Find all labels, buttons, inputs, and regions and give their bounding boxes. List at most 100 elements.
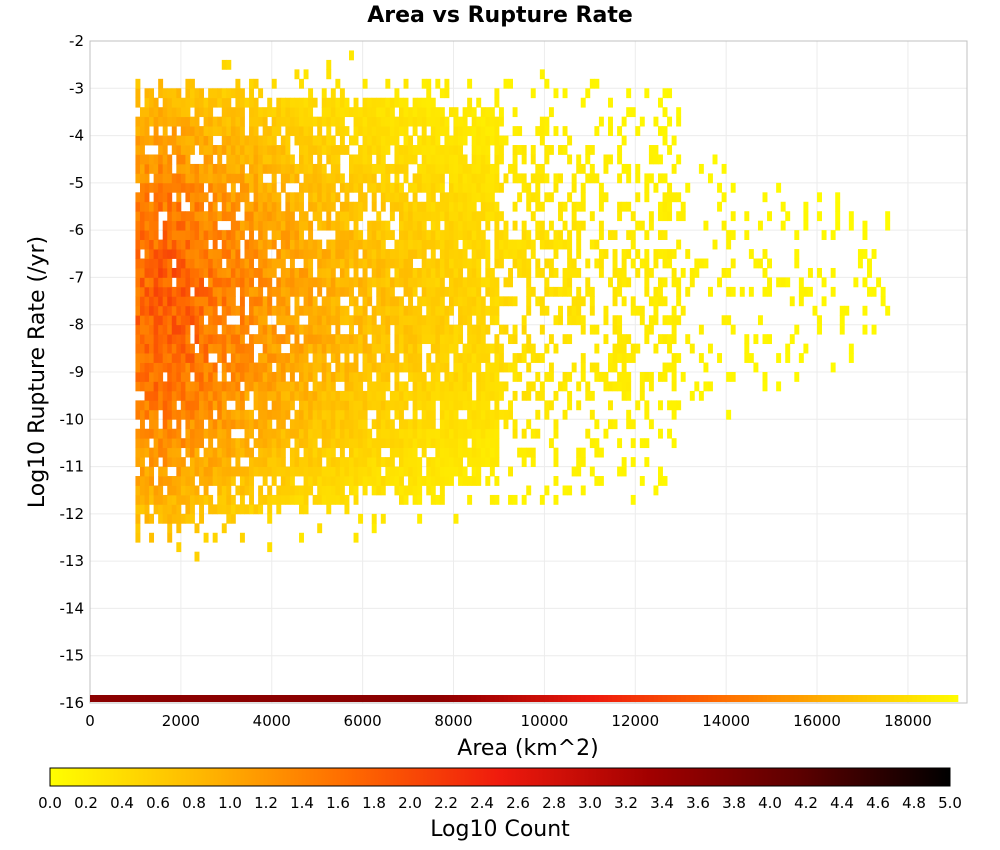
heatmap-cell	[430, 97, 436, 108]
heatmap-cell	[439, 305, 445, 316]
heatmap-cell	[612, 296, 618, 307]
heatmap-cell	[153, 362, 159, 373]
heatmap-cell	[671, 192, 677, 203]
heatmap-cell	[376, 381, 382, 392]
heatmap-cell	[226, 249, 232, 259]
heatmap-cell	[580, 182, 586, 193]
heatmap-cell	[521, 324, 527, 335]
heatmap-cell	[544, 78, 550, 89]
heatmap-cell	[317, 126, 323, 136]
heatmap-cell	[185, 163, 191, 174]
heatmap-cell	[403, 145, 409, 155]
x-axis-ticks: 0 2000 4000 6000 8000 10000 12000 14000 16000 180…	[85, 712, 932, 730]
heatmap-cell	[349, 485, 354, 496]
heatmap-cell	[603, 381, 609, 392]
heatmap-cell	[321, 390, 327, 401]
heatmap-cell	[644, 400, 650, 411]
strip-cell	[494, 695, 500, 702]
heatmap-cell	[144, 173, 150, 184]
heatmap-cell	[249, 220, 254, 231]
heatmap-cell	[480, 343, 486, 354]
heatmap-cell	[249, 419, 254, 430]
heatmap-cell	[703, 220, 709, 231]
heatmap-cell	[480, 154, 486, 165]
heatmap-cell	[426, 390, 432, 401]
heatmap-cell	[162, 173, 168, 184]
heatmap-cell	[171, 504, 177, 515]
heatmap-cell	[285, 494, 291, 505]
heatmap-cell	[371, 315, 377, 326]
heatmap-cell	[221, 305, 227, 316]
heatmap-cell	[189, 438, 195, 449]
heatmap-cell	[530, 239, 536, 250]
heatmap-cell	[349, 438, 354, 449]
heatmap-cell	[526, 334, 532, 345]
heatmap-cell	[326, 69, 332, 80]
heatmap-cell	[548, 438, 554, 449]
heatmap-cell	[235, 305, 241, 316]
heatmap-cell	[385, 353, 391, 363]
heatmap-cell	[467, 353, 473, 363]
heatmap-cell	[480, 419, 486, 430]
heatmap-cell	[258, 390, 264, 401]
heatmap-cell	[389, 428, 395, 439]
heatmap-cell	[453, 362, 459, 373]
heatmap-cell	[389, 315, 395, 326]
heatmap-cell	[299, 372, 304, 382]
heatmap-cell	[744, 343, 750, 354]
strip-cell	[585, 695, 591, 702]
heatmap-cell	[221, 211, 227, 222]
heatmap-cell	[471, 419, 477, 430]
heatmap-cell	[476, 182, 482, 193]
heatmap-cell	[598, 230, 604, 240]
heatmap-cell	[276, 409, 282, 420]
heatmap-cell	[371, 513, 377, 524]
heatmap-cell	[185, 135, 191, 146]
heatmap-cell	[644, 286, 650, 297]
heatmap-cell	[648, 315, 654, 326]
heatmap-cell	[194, 211, 200, 222]
strip-cell	[267, 695, 273, 702]
heatmap-cell	[521, 182, 527, 193]
strip-cell	[653, 695, 659, 702]
heatmap-cell	[158, 239, 164, 250]
heatmap-cell	[294, 466, 300, 477]
heatmap-cell	[335, 494, 341, 505]
heatmap-cell	[326, 419, 332, 430]
y-axis-label: Log10 Rupture Rate (/yr)	[25, 236, 50, 508]
heatmap-cell	[244, 381, 250, 392]
heatmap-cell	[444, 267, 450, 278]
heatmap-cell	[539, 305, 545, 316]
heatmap-cell	[358, 381, 364, 392]
heatmap-cell	[321, 163, 327, 174]
heatmap-cell	[767, 286, 773, 297]
heatmap-cell	[835, 220, 841, 231]
heatmap-cell	[371, 163, 377, 174]
heatmap-cell	[603, 315, 609, 326]
heatmap-cell	[544, 409, 550, 420]
heatmap-cell	[385, 249, 391, 259]
heatmap-cell	[226, 447, 232, 458]
heatmap-cell	[330, 409, 336, 420]
heatmap-cell	[339, 249, 345, 259]
heatmap-cell	[589, 78, 595, 89]
heatmap-cell	[558, 381, 563, 392]
heatmap-cell	[185, 182, 191, 193]
heatmap-cell	[530, 145, 536, 155]
heatmap-cell	[312, 390, 318, 401]
heatmap-cell	[294, 239, 300, 250]
heatmap-cell	[580, 163, 586, 174]
heatmap-cell	[380, 343, 386, 354]
heatmap-cell	[608, 116, 613, 127]
heatmap-cell	[603, 305, 609, 316]
heatmap-cell	[180, 343, 186, 354]
heatmap-cell	[326, 400, 332, 411]
strip-cell	[748, 695, 754, 702]
heatmap-cell	[512, 372, 518, 382]
heatmap-cell	[194, 267, 200, 278]
heatmap-cell	[489, 135, 495, 146]
heatmap-cell	[208, 267, 214, 278]
heatmap-cell	[167, 154, 173, 165]
heatmap-cell	[385, 409, 391, 420]
heatmap-cell	[144, 324, 150, 335]
